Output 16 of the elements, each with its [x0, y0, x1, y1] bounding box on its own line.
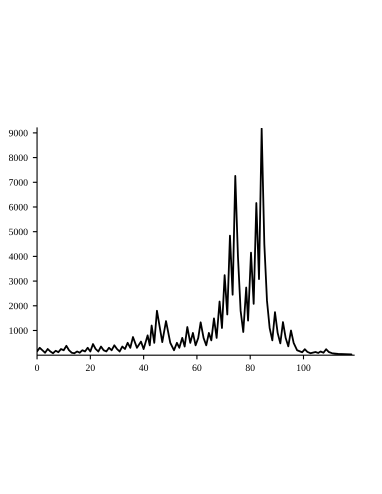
x-tick-label: 0: [34, 364, 40, 372]
y-tick-label: 9000: [8, 130, 28, 136]
x-tick-label: 60: [192, 364, 202, 372]
y-tick-label: 8000: [8, 154, 28, 162]
y-tick-label: 2000: [9, 302, 28, 310]
y-tick-label: 7000: [9, 179, 28, 186]
line-series: [37, 128, 352, 356]
x-tick-label: 40: [138, 364, 148, 372]
x-tick-label: 20: [86, 364, 95, 372]
y-tick-label: 6000: [9, 204, 28, 210]
y-tick-label: 4000: [8, 253, 28, 260]
x-tick-label: 80: [246, 364, 255, 372]
y-tick-label: 1000: [9, 327, 28, 334]
y-tick-label: 5000: [9, 228, 28, 236]
y-tick-label: 3000: [9, 278, 28, 285]
x-tick-label: 100: [297, 364, 310, 372]
